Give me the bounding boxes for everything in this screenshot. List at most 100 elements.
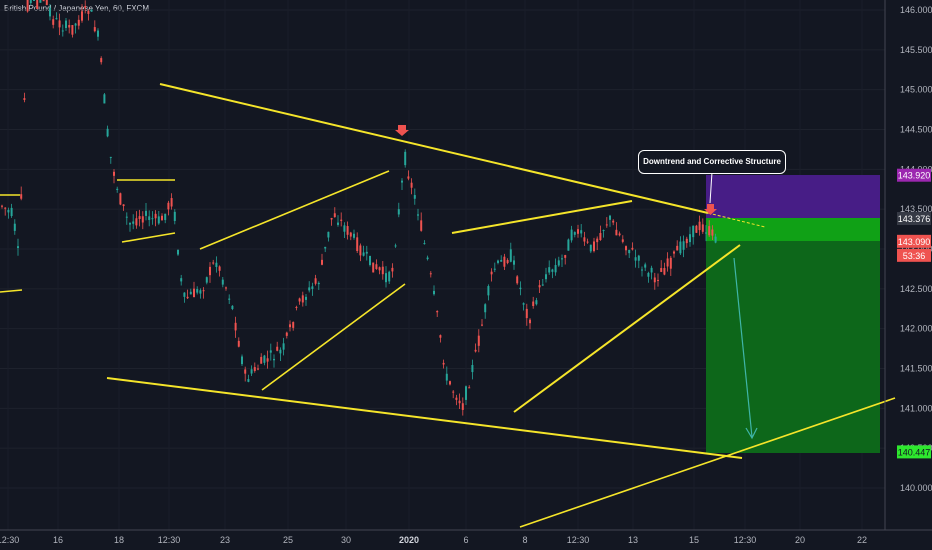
candle xyxy=(637,254,640,269)
candle xyxy=(423,240,426,245)
time-axis: 12:30 16 18 12:30 23 25 30 2020 6 8 12:30 13 15 12:30… xyxy=(0,529,932,545)
candle xyxy=(65,17,67,31)
candle xyxy=(189,288,192,295)
candle xyxy=(132,214,135,230)
candle xyxy=(692,225,695,245)
rising-line-mid-bottom xyxy=(261,283,406,391)
x-tick-label: 30 xyxy=(341,535,351,545)
candle xyxy=(644,262,647,272)
x-tick-label: 12:30 xyxy=(158,535,181,545)
candle xyxy=(148,210,151,227)
candle xyxy=(129,222,131,232)
svg-text:143.920: 143.920 xyxy=(898,171,931,181)
candle xyxy=(484,303,487,319)
candle xyxy=(605,217,608,228)
candle xyxy=(20,186,23,201)
candle xyxy=(532,296,535,309)
candle xyxy=(177,249,179,256)
svg-text:53:36: 53:36 xyxy=(903,251,926,261)
candle xyxy=(42,0,45,2)
candle xyxy=(71,24,74,38)
candle xyxy=(525,303,528,326)
candle xyxy=(218,265,221,277)
candle xyxy=(87,9,90,21)
candle xyxy=(369,255,371,267)
candle xyxy=(663,262,666,276)
candle xyxy=(263,354,266,366)
candle xyxy=(586,238,589,244)
candle xyxy=(557,256,560,267)
candle xyxy=(602,229,605,238)
candle xyxy=(666,252,669,272)
candle xyxy=(52,15,55,29)
candle xyxy=(68,19,71,34)
candle xyxy=(695,224,698,233)
candle xyxy=(362,245,365,257)
candle xyxy=(631,242,634,251)
candle xyxy=(570,225,573,243)
candle xyxy=(711,225,714,241)
candle xyxy=(381,261,384,280)
candle xyxy=(433,285,435,296)
candle xyxy=(529,318,531,330)
candle xyxy=(279,347,282,361)
long-rising-line xyxy=(519,397,896,528)
candle xyxy=(33,0,35,1)
candle xyxy=(465,385,467,406)
candle xyxy=(234,316,237,338)
candle xyxy=(554,258,557,276)
candle xyxy=(541,278,544,287)
candle xyxy=(461,397,464,416)
candle xyxy=(641,266,643,277)
svg-text:143.376: 143.376 xyxy=(898,214,931,224)
candle xyxy=(196,286,199,295)
candle xyxy=(257,364,259,371)
candle xyxy=(199,288,202,299)
candle xyxy=(545,267,547,283)
take-profit-price-tag: 140.447 xyxy=(897,445,931,459)
candle xyxy=(138,209,141,227)
candle xyxy=(388,270,391,284)
candle xyxy=(289,320,291,332)
candle xyxy=(330,217,333,226)
candle xyxy=(477,329,480,353)
lower-trendline xyxy=(106,377,743,459)
candle xyxy=(49,4,51,21)
candle xyxy=(340,212,343,227)
candle xyxy=(250,365,253,377)
x-tick-label: 16 xyxy=(53,535,63,545)
candle xyxy=(186,289,189,300)
annotation-callout[interactable]: Downtrend and Corrective Structure xyxy=(638,150,786,174)
candle xyxy=(349,231,352,241)
candle xyxy=(39,0,42,3)
candle xyxy=(109,156,112,164)
candle xyxy=(474,343,477,353)
candle xyxy=(689,226,691,247)
consolidation-bottom xyxy=(121,232,176,243)
candle xyxy=(333,207,336,218)
candle xyxy=(58,13,61,36)
entry-price-tag: 143.376 xyxy=(897,212,931,226)
candle xyxy=(452,390,455,399)
candle xyxy=(522,302,525,311)
candle xyxy=(17,238,19,256)
candle xyxy=(116,186,119,193)
annotation-pointer xyxy=(709,171,713,204)
candle xyxy=(212,259,215,265)
rising-line-mid-top xyxy=(199,170,390,250)
candle xyxy=(113,169,115,184)
stop-loss-zone xyxy=(706,175,880,218)
x-tick-label: 25 xyxy=(283,535,293,545)
candle xyxy=(305,293,307,306)
candle xyxy=(481,319,483,327)
forecast-arrow-line xyxy=(733,257,753,438)
y-tick-label: 142.500 xyxy=(900,284,932,294)
candle xyxy=(282,337,285,356)
candle xyxy=(673,250,675,258)
x-tick-label: 20 xyxy=(795,535,805,545)
candle xyxy=(650,265,653,280)
candle xyxy=(676,240,679,251)
countdown-tag: 53:36 xyxy=(897,248,931,262)
candle xyxy=(103,92,106,104)
